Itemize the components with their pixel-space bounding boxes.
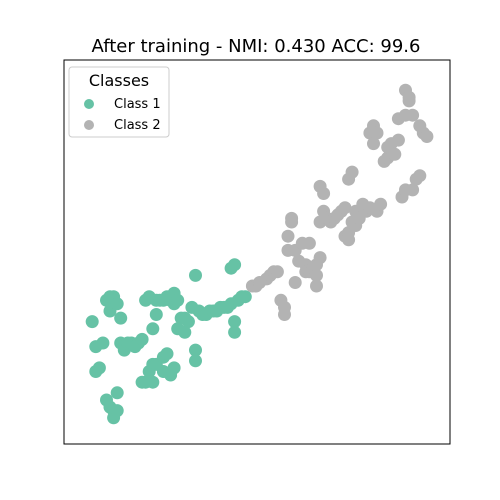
point-class-2-68 [406, 108, 420, 122]
point-class-1-0 [85, 315, 99, 329]
point-class-2-26 [313, 251, 327, 265]
scatter-points [85, 83, 434, 425]
point-class-1-45 [167, 361, 181, 375]
point-class-2-54 [374, 197, 388, 211]
point-class-2-67 [402, 90, 416, 104]
point-class-1-13 [110, 297, 124, 311]
point-class-1-4 [96, 336, 110, 350]
point-class-1-30 [146, 322, 160, 336]
point-class-2-36 [338, 201, 352, 215]
point-class-1-72 [238, 290, 252, 304]
point-class-2-69 [406, 183, 420, 197]
point-class-1-53 [189, 268, 202, 282]
legend-marker-class-1 [84, 99, 94, 109]
point-class-1-15 [110, 386, 124, 400]
point-class-2-23 [310, 268, 323, 282]
point-class-1-54 [189, 343, 202, 357]
point-class-2-41 [345, 165, 359, 179]
legend-label-class-1: Class 1 [114, 97, 161, 112]
point-class-2-9 [278, 300, 291, 314]
point-class-2-51 [367, 137, 380, 151]
point-class-1-29 [146, 375, 160, 389]
point-class-2-11 [281, 229, 295, 243]
point-class-1-67 [228, 258, 242, 272]
legend-title: Classes [89, 71, 149, 90]
point-class-1-33 [149, 308, 163, 321]
point-class-1-40 [160, 347, 174, 361]
legend-label-class-2: Class 2 [114, 118, 161, 133]
chart-title: After training - NMI: 0.430 ACC: 99.6 [92, 36, 421, 57]
point-class-2-71 [413, 169, 427, 183]
legend-box [68, 66, 170, 138]
point-class-1-14 [110, 404, 124, 418]
point-class-2-60 [391, 133, 405, 147]
point-class-1-16 [114, 311, 128, 325]
point-class-2-59 [388, 147, 402, 161]
point-class-1-50 [178, 325, 192, 339]
point-class-2-21 [302, 236, 316, 250]
point-class-1-3 [92, 361, 106, 375]
point-class-1-46 [171, 293, 185, 307]
point-class-1-68 [228, 315, 242, 329]
point-class-2-53 [370, 126, 384, 140]
legend-marker-class-2 [84, 120, 94, 130]
point-class-2-24 [310, 279, 323, 293]
legend: Classes Class 1 Class 2 [68, 66, 170, 138]
point-class-2-74 [420, 130, 434, 143]
point-class-2-15 [288, 276, 302, 289]
point-class-1-51 [181, 315, 195, 329]
point-class-1-69 [228, 325, 242, 339]
point-class-1-23 [135, 332, 149, 346]
point-class-2-29 [317, 187, 331, 200]
point-class-2-6 [270, 265, 284, 279]
point-class-1-55 [189, 354, 202, 368]
point-class-2-13 [285, 215, 299, 229]
